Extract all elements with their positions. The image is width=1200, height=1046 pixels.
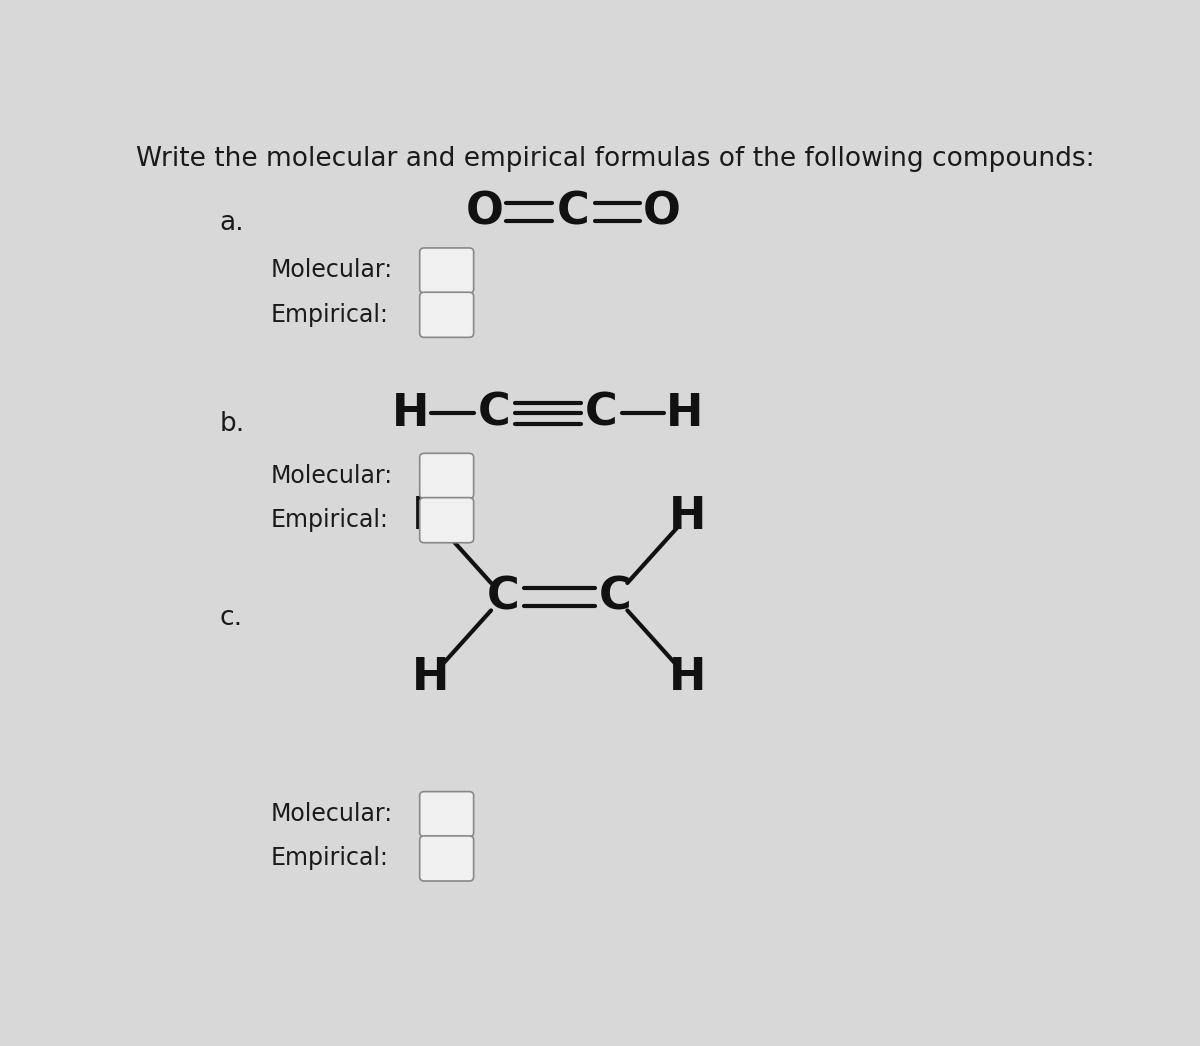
- FancyBboxPatch shape: [420, 836, 474, 881]
- Text: C: C: [599, 575, 631, 618]
- FancyBboxPatch shape: [420, 453, 474, 499]
- Text: H: H: [412, 495, 450, 538]
- FancyBboxPatch shape: [420, 248, 474, 293]
- Text: Write the molecular and empirical formulas of the following compounds:: Write the molecular and empirical formul…: [136, 145, 1094, 172]
- Text: Empirical:: Empirical:: [271, 846, 389, 870]
- Text: C: C: [487, 575, 520, 618]
- Text: C: C: [478, 391, 510, 434]
- Text: H: H: [666, 391, 703, 434]
- Text: Molecular:: Molecular:: [271, 802, 394, 826]
- FancyBboxPatch shape: [420, 498, 474, 543]
- Text: O: O: [466, 190, 504, 233]
- Text: c.: c.: [220, 605, 242, 631]
- Text: O: O: [642, 190, 680, 233]
- Text: Molecular:: Molecular:: [271, 258, 394, 282]
- Text: H: H: [412, 656, 450, 699]
- Text: C: C: [584, 391, 618, 434]
- Text: H: H: [668, 495, 707, 538]
- FancyBboxPatch shape: [420, 792, 474, 837]
- Text: H: H: [668, 656, 707, 699]
- Text: H: H: [391, 391, 430, 434]
- FancyBboxPatch shape: [420, 292, 474, 338]
- Text: a.: a.: [220, 210, 245, 236]
- Text: b.: b.: [220, 411, 245, 437]
- Text: Molecular:: Molecular:: [271, 463, 394, 487]
- Text: Empirical:: Empirical:: [271, 508, 389, 532]
- Text: Empirical:: Empirical:: [271, 302, 389, 326]
- Text: C: C: [557, 190, 589, 233]
